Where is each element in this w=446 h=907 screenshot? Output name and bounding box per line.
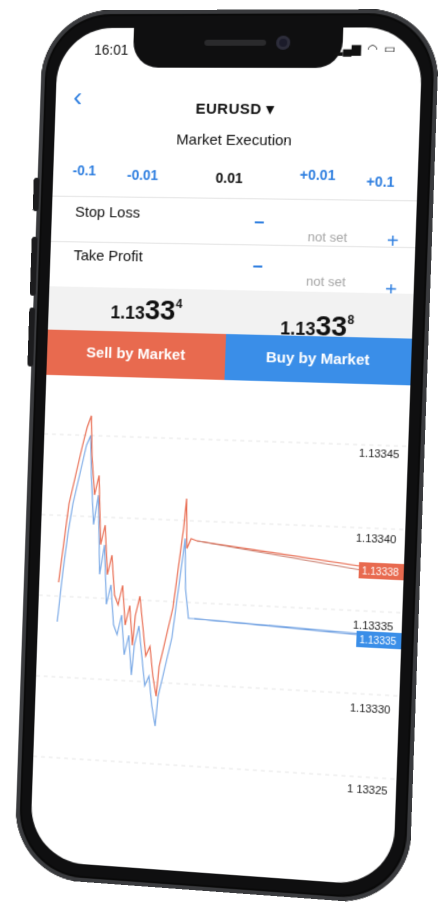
axis-label: 1.13335: [353, 619, 394, 633]
axis-label: 1 13325: [347, 783, 388, 798]
bid-price: 1.13334: [110, 293, 183, 326]
bid-level-line: [194, 619, 361, 635]
sell-button-label: Sell by Market: [86, 344, 186, 364]
take-profit-label: Take Profit: [73, 247, 143, 266]
grid-line: [44, 434, 408, 446]
stop-loss-minus-button[interactable]: −: [253, 212, 265, 233]
volume-value[interactable]: 0.01: [215, 169, 243, 187]
stop-loss-plus-button[interactable]: +: [386, 230, 400, 253]
grid-line: [42, 515, 406, 530]
signal-icon: ▂▄▆: [333, 41, 362, 56]
axis-label: 1.13345: [359, 448, 400, 462]
notch: [132, 27, 344, 68]
screen: 16:01 ▂▄▆ ◠ ▭ ‹ EURUSD ▾ Market Executio…: [29, 27, 424, 887]
symbol-selector[interactable]: EURUSD ▾: [195, 100, 275, 119]
axis-label: 1.13330: [350, 702, 391, 717]
ask-price-fraction: 8: [347, 312, 355, 328]
stop-loss-label: Stop Loss: [74, 203, 141, 222]
bid-price-fraction: 4: [175, 296, 183, 311]
bid-price-pips: 33: [144, 294, 177, 326]
volume-stepper: -0.1 -0.01 0.01 +0.01 +0.1: [53, 158, 419, 196]
silent-switch: [32, 177, 40, 212]
step-plus-0-01[interactable]: +0.01: [299, 166, 336, 184]
header: ‹ EURUSD ▾: [55, 73, 422, 129]
speaker: [204, 39, 267, 46]
status-icons: ▂▄▆ ◠ ▭: [333, 42, 395, 56]
execution-type[interactable]: Market Execution: [176, 131, 293, 150]
camera: [275, 35, 291, 50]
sell-by-market-button[interactable]: Sell by Market: [46, 329, 227, 380]
step-minus-0-01[interactable]: -0.01: [126, 166, 159, 184]
step-plus-0-1[interactable]: +0.1: [366, 173, 395, 190]
buy-button-label: Buy by Market: [265, 349, 370, 369]
bid-price-main: 1.13: [110, 302, 146, 324]
take-profit-value[interactable]: not set: [305, 273, 346, 290]
status-time: 16:01: [93, 41, 129, 58]
grid-line: [33, 756, 396, 779]
price-chart[interactable]: 1.13345 1.13340 1.13335 1.13330 1 13325 …: [30, 375, 411, 887]
stop-loss-value[interactable]: not set: [307, 229, 348, 245]
volume-button: [29, 236, 38, 296]
bid-price-tag-label: 1.13335: [359, 635, 397, 648]
ask-line: [55, 415, 403, 710]
ask-price-tag: [358, 562, 405, 581]
wifi-icon: ◠: [366, 41, 379, 56]
axis-label: 1.13340: [356, 533, 397, 547]
bid-price-tag: [356, 630, 402, 650]
buy-by-market-button[interactable]: Buy by Market: [224, 334, 413, 386]
grid-line: [39, 595, 403, 613]
battery-icon: ▭: [383, 41, 396, 56]
bid-line: [54, 435, 402, 741]
volume-button: [27, 307, 36, 367]
ask-price-tag-label: 1.13338: [362, 566, 400, 579]
step-minus-0-1[interactable]: -0.1: [72, 162, 97, 179]
take-profit-minus-button[interactable]: −: [252, 256, 264, 277]
phone-frame: 16:01 ▂▄▆ ◠ ▭ ‹ EURUSD ▾ Market Executio…: [13, 8, 441, 906]
grid-line: [36, 676, 399, 696]
ask-level-line: [196, 541, 363, 570]
divider: [52, 195, 417, 202]
